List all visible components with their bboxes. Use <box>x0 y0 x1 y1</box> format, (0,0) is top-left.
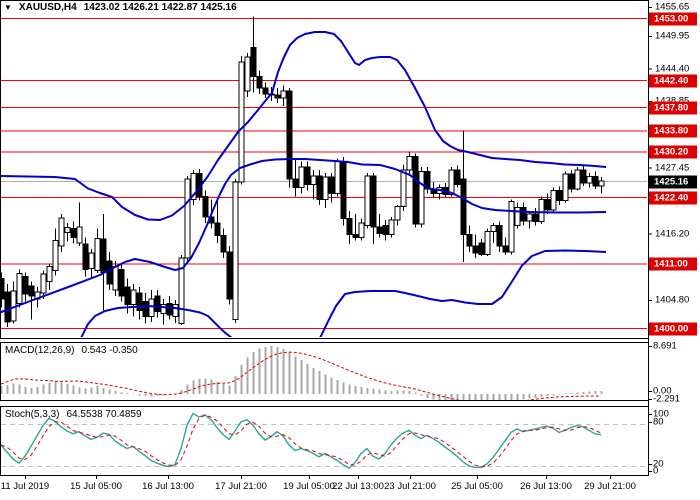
time-tick-label: 25 Jul 05:00 <box>451 481 503 492</box>
time-tick-label: 29 Jul 21:00 <box>584 481 636 492</box>
stoch-axis-label: 80 <box>653 416 664 428</box>
stoch-name: Stoch(5,3,3) <box>5 409 60 420</box>
time-tick-label: 15 Jul 05:00 <box>70 481 122 492</box>
symbol-dropdown-icon[interactable]: ▼ <box>4 3 12 12</box>
macd-name: MACD(12,26,9) <box>5 345 75 356</box>
time-tick-label: 23 Jul 21:00 <box>384 481 436 492</box>
macd-axis-label: 8.691 <box>653 340 677 352</box>
time-tick-label: 26 Jul 13:00 <box>520 481 572 492</box>
chart-symbol-period: XAUUSD,H4 <box>18 2 77 13</box>
price-level-badge: 1433.80 <box>649 124 697 138</box>
time-tick-label: 22 Jul 13:00 <box>332 481 384 492</box>
chart-title: ▼ XAUUSD,H4 1423.02 1426.21 1422.87 1425… <box>4 2 237 13</box>
price-tick-label: 1427.45 <box>655 162 690 173</box>
price-tick-label: 1404.80 <box>655 294 690 306</box>
price-level-badge: 1400.00 <box>649 322 697 335</box>
price-level-badge: 1442.40 <box>649 74 697 87</box>
macd-values: 0.543 -0.350 <box>81 345 138 356</box>
price-tick-label: 1444.40 <box>655 63 690 74</box>
stoch-axis-label: 100 <box>653 408 669 420</box>
stoch-axis-label: 0 <box>653 465 659 477</box>
stoch-axis-label: 20 <box>653 458 664 470</box>
current-price-badge: 1425.16 <box>649 175 697 188</box>
time-tick-label: 17 Jul 21:00 <box>215 481 267 492</box>
price-level-badge: 1411.00 <box>649 257 697 271</box>
time-tick-label: 19 Jul 05:00 <box>283 481 335 492</box>
price-level-badge: 1422.40 <box>649 191 697 204</box>
time-tick-label: 11 Jul 2019 <box>0 481 50 492</box>
price-tick-label: 1449.95 <box>655 30 690 42</box>
stoch-values: 64.5538 70.4859 <box>66 409 142 420</box>
price-tick-label: 1455.65 <box>655 1 690 13</box>
time-tick-label: 16 Jul 13:00 <box>142 481 194 492</box>
price-level-badge: 1437.80 <box>649 101 697 114</box>
price-tick-label: 1416.20 <box>655 228 690 239</box>
macd-indicator-label: MACD(12,26,9) 0.543 -0.350 <box>5 345 138 356</box>
price-level-badge: 1453.00 <box>649 12 697 25</box>
macd-axis-label: -2.291 <box>653 393 680 405</box>
chart-ohlc-values: 1423.02 1426.21 1422.87 1425.16 <box>83 2 237 13</box>
macd-axis-label: 0.00 <box>653 385 672 397</box>
stoch-indicator-label: Stoch(5,3,3) 64.5538 70.4859 <box>5 409 142 420</box>
price-level-badge: 1430.20 <box>649 145 697 159</box>
